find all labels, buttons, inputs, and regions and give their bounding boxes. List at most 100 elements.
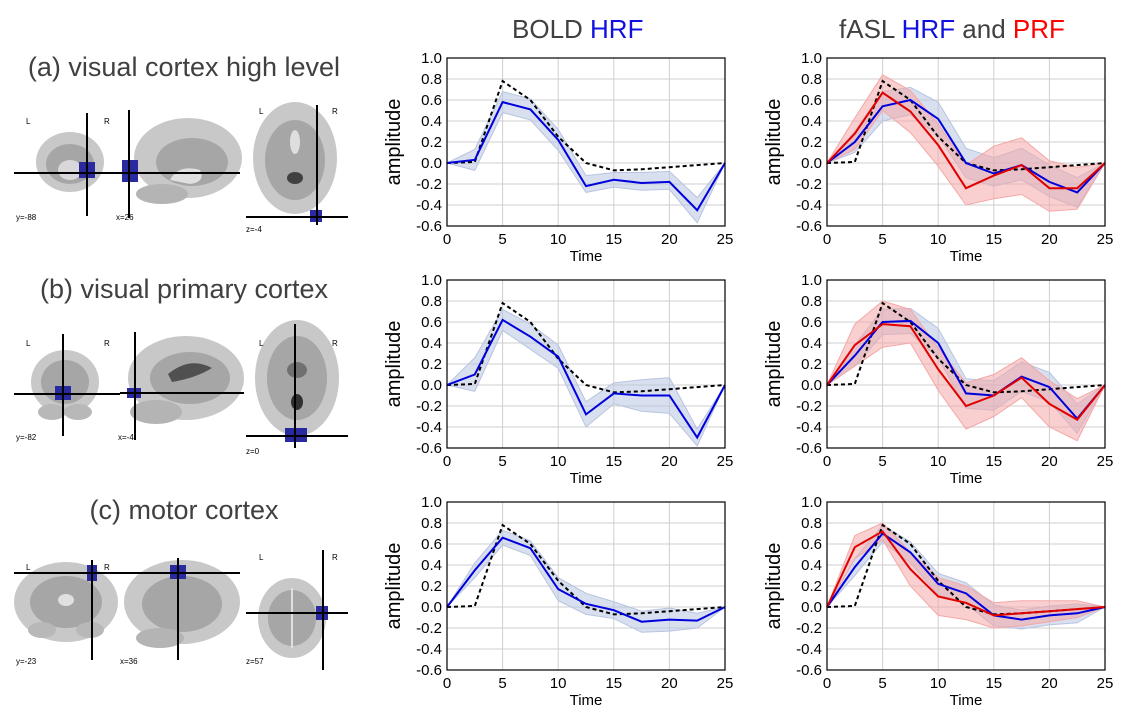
bold-column-title: BOLD HRF	[512, 14, 643, 45]
y-tick-label: -0.4	[416, 419, 442, 436]
y-tick-label: -0.4	[796, 641, 822, 658]
x-axis-label: Time	[950, 248, 983, 265]
sagittal-view: x=-4	[118, 332, 244, 442]
brain-panel-b: L R y=-82 x=-4 L R z=0	[14, 320, 348, 456]
y-axis-label: amplitude	[763, 321, 785, 408]
coronal-view: L R y=-23	[14, 560, 120, 666]
x-tick-label: 25	[1097, 675, 1114, 692]
chart-a-bold: -0.6 -0.4 -0.2 0.0 0.2 0.4 0.6 0.8 1.0 0 5 10 15 20 25…	[383, 50, 733, 265]
y-tick-label: -0.2	[416, 620, 442, 637]
prf-series-line	[826, 530, 1106, 617]
coord-y: y=-88	[16, 213, 37, 222]
x-tick-label: 5	[878, 231, 886, 248]
y-tick-label: 0.6	[421, 92, 442, 109]
y-tick-label: 0.8	[421, 71, 442, 88]
y-tick-label: 0.2	[421, 356, 442, 373]
x-tick-label: 15	[605, 231, 622, 248]
x-tick-label: 20	[661, 231, 678, 248]
coord-x: x=-4	[118, 433, 134, 442]
y-tick-label: 0.2	[801, 578, 822, 595]
x-tick-label: 15	[605, 453, 622, 470]
y-tick-label: 0.0	[801, 155, 822, 172]
row-label-b: (b) visual primary cortex	[39, 274, 329, 304]
x-tick-label: 25	[717, 453, 734, 470]
y-tick-label: -0.4	[796, 197, 822, 214]
canonical-hrf-line	[446, 301, 726, 394]
y-tick-label: 0.0	[801, 377, 822, 394]
x-axis-label: Time	[950, 470, 983, 487]
prf-series-line	[826, 323, 1106, 421]
y-tick-label: -0.4	[416, 197, 442, 214]
y-tick-label: 0.0	[421, 155, 442, 172]
x-axis-label: Time	[570, 692, 603, 709]
hrf-confidence-band	[445, 308, 726, 447]
y-tick-label: 0.8	[801, 293, 822, 310]
x-tick-label: 10	[550, 675, 567, 692]
axial-view: L R z=57	[246, 550, 348, 670]
y-tick-label: 0.2	[421, 578, 442, 595]
y-tick-label: -0.4	[416, 641, 442, 658]
y-tick-label: -0.4	[796, 419, 822, 436]
chart-c-bold: -0.6 -0.4 -0.2 0.0 0.2 0.4 0.6 0.8 1.0 0 5 10 15 20 25…	[383, 494, 733, 709]
chart-a-fasl: -0.6 -0.4 -0.2 0.0 0.2 0.4 0.6 0.8 1.0 0 5 10 15 20 25…	[763, 50, 1114, 265]
plot-frame	[826, 279, 1106, 449]
plot-frame	[826, 57, 1106, 227]
y-axis-label: amplitude	[383, 99, 405, 186]
x-tick-label: 20	[1041, 453, 1058, 470]
y-tick-label: -0.6	[796, 218, 822, 235]
x-tick-label: 20	[661, 675, 678, 692]
x-tick-label: 0	[823, 675, 831, 692]
y-tick-label: 0.4	[801, 557, 822, 574]
canonical-hrf-line	[446, 523, 726, 616]
y-tick-label: 0.6	[801, 92, 822, 109]
y-tick-label: 0.2	[801, 134, 822, 151]
view-label-l: L	[26, 563, 31, 572]
coronal-view: L R y=-82	[14, 334, 120, 442]
hrf-series-line	[446, 536, 726, 623]
sagittal-view: x=36	[120, 558, 240, 666]
hrf-confidence-band	[446, 529, 726, 633]
view-label-l: L	[26, 339, 31, 348]
y-tick-label: 0.4	[421, 113, 442, 130]
view-label-r: R	[332, 107, 338, 116]
y-tick-label: 0.4	[421, 557, 442, 574]
fasl-title-hrf: HRF	[901, 14, 956, 44]
x-tick-label: 20	[661, 453, 678, 470]
y-tick-label: -0.6	[416, 218, 442, 235]
x-tick-label: 15	[985, 231, 1002, 248]
fasl-title-prefix: fASL	[839, 14, 902, 44]
x-tick-label: 0	[823, 231, 831, 248]
x-tick-label: 0	[443, 453, 451, 470]
y-tick-label: -0.6	[416, 662, 442, 679]
x-tick-label: 5	[878, 453, 886, 470]
x-tick-label: 20	[1041, 675, 1058, 692]
coord-x: x=36	[120, 657, 138, 666]
y-tick-label: -0.6	[796, 440, 822, 457]
y-tick-label: -0.2	[796, 398, 822, 415]
prf-series-line	[826, 91, 1106, 190]
y-tick-label: 0.8	[421, 515, 442, 532]
view-label-r: R	[104, 563, 110, 572]
x-tick-label: 0	[443, 231, 451, 248]
x-axis-label: Time	[570, 470, 603, 487]
x-tick-label: 25	[1097, 231, 1114, 248]
x-tick-label: 15	[985, 453, 1002, 470]
x-tick-label: 10	[930, 453, 947, 470]
hrf-series-line	[446, 318, 726, 440]
x-tick-label: 5	[878, 675, 886, 692]
coord-x: x=26	[116, 213, 134, 222]
x-tick-label: 10	[550, 453, 567, 470]
bold-title-prefix: BOLD	[512, 14, 591, 44]
axial-view: L R z=-4	[246, 102, 348, 234]
x-tick-label: 25	[1097, 453, 1114, 470]
coord-z: z=-4	[246, 225, 262, 234]
hrf-series-line	[446, 100, 726, 212]
row-label-a: (a) visual cortex high level	[27, 52, 341, 82]
view-label-l: L	[26, 117, 31, 126]
x-tick-label: 0	[443, 675, 451, 692]
coord-z: z=0	[246, 447, 260, 456]
canonical-hrf-line	[446, 79, 726, 172]
x-tick-label: 5	[498, 675, 506, 692]
chart-c-fasl: -0.6 -0.4 -0.2 0.0 0.2 0.4 0.6 0.8 1.0 0 5 10 15 20 25…	[763, 494, 1114, 709]
coord-y: y=-82	[16, 433, 37, 442]
